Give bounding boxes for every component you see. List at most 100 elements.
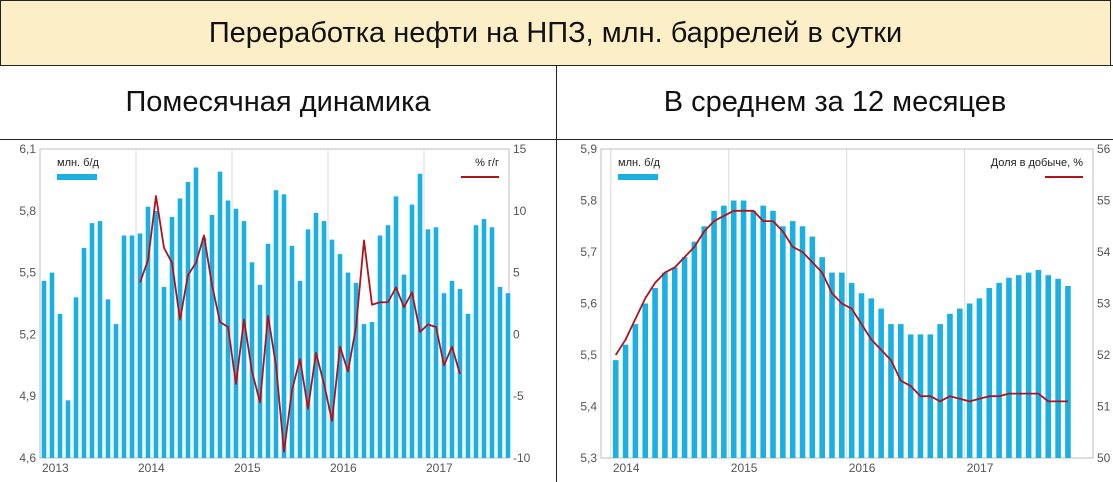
bar [701, 226, 708, 458]
bar [257, 284, 263, 458]
bar [829, 272, 835, 458]
bar [233, 208, 239, 458]
bar [489, 227, 495, 458]
bar [65, 400, 71, 458]
bar [41, 280, 47, 458]
bar [966, 303, 973, 458]
bar [612, 360, 619, 458]
left-tick-label: 5,9 [580, 142, 597, 156]
bar [868, 298, 875, 458]
bar [996, 282, 1002, 458]
left-tick-label: 5,4 [580, 400, 597, 414]
bar [622, 344, 629, 458]
bar [809, 236, 816, 458]
line-series [139, 195, 461, 453]
line-series [614, 209, 1068, 403]
bar [898, 324, 904, 458]
right-tick-label: 55 [1097, 194, 1111, 208]
bar [1055, 278, 1061, 458]
right-tick-label: 54 [1097, 245, 1111, 259]
bar [57, 313, 63, 458]
bar [353, 282, 359, 458]
x-tick-label: 2014 [613, 461, 640, 475]
bar [770, 210, 776, 458]
bar [185, 181, 191, 458]
x-tick-label: 2015 [234, 461, 261, 475]
bar [632, 324, 639, 458]
left-panel-title: Помесячная динамика [125, 86, 431, 118]
bar [481, 219, 487, 458]
right-tick-label: 50 [1097, 451, 1111, 465]
bar [385, 225, 391, 458]
bar [393, 196, 399, 458]
bar [345, 272, 351, 458]
annual-average-chart: 5,3 5,4 5,5 5,6 5,7 5,8 5,9 50 51 52 53 54 55 56 2014 2… [580, 142, 1111, 475]
bar [750, 210, 757, 458]
bar [305, 229, 311, 458]
left-tick-label: 5,5 [580, 348, 597, 362]
legend-line-label: % г/г [475, 157, 499, 169]
bar [711, 210, 717, 458]
right-tick-label: -10 [513, 451, 531, 465]
x-tick-label: 2014 [138, 461, 165, 475]
bar [662, 272, 668, 458]
x-tick-label: 2017 [967, 461, 994, 475]
bar [681, 257, 688, 458]
bar [377, 235, 383, 458]
bar [249, 262, 255, 458]
bar [976, 298, 983, 458]
bar [473, 225, 479, 458]
bar [1035, 270, 1042, 458]
bar [858, 293, 865, 458]
left-tick-label: 5,2 [19, 327, 36, 341]
x-tick-label: 2017 [426, 461, 453, 475]
bar [799, 226, 806, 458]
left-tick-label: 5,6 [580, 297, 597, 311]
bar [89, 223, 95, 458]
bar [129, 235, 135, 458]
right-tick-label: 52 [1097, 348, 1111, 362]
page-title: Переработка нефти на НПЗ, млн. баррелей … [0, 0, 1111, 65]
bar [265, 243, 271, 458]
bar [740, 200, 747, 458]
bar [369, 322, 375, 458]
monthly-chart: 4,6 4,9 5,2 5,5 5,8 6,1 -10 -5 0 5 10 15 2013 2014 201… [19, 142, 531, 475]
panel-titles-row: Помесячная динамика В среднем за 12 меся… [0, 65, 1113, 140]
bar [1025, 272, 1032, 458]
bar [81, 247, 87, 458]
bar [671, 267, 678, 458]
bar [642, 303, 649, 458]
bar [145, 206, 151, 458]
bar [839, 272, 845, 458]
bar [97, 221, 103, 458]
left-tick-label: 5,3 [580, 451, 597, 465]
right-tick-label: 51 [1097, 400, 1111, 414]
bar [201, 237, 207, 458]
bar [957, 308, 963, 458]
bar [401, 274, 407, 458]
left-tick-label: 5,8 [19, 204, 36, 218]
bar [121, 235, 127, 458]
bar [986, 288, 993, 458]
bar [105, 299, 111, 458]
bar [433, 227, 439, 458]
x-tick-label: 2013 [42, 461, 69, 475]
bar [49, 272, 55, 458]
right-tick-label: 5 [513, 266, 520, 280]
bar [1006, 277, 1012, 458]
left-tick-label: 5,7 [580, 245, 597, 259]
bar [819, 257, 825, 458]
bar [73, 297, 79, 458]
bar [169, 216, 175, 458]
bar [730, 200, 737, 458]
x-tick-label: 2015 [731, 461, 758, 475]
bar [281, 194, 287, 458]
legend-bar-swatch [618, 174, 658, 180]
bar [409, 204, 415, 458]
bar [361, 324, 367, 458]
right-tick-label: 53 [1097, 297, 1111, 311]
bar [321, 221, 327, 458]
bar [441, 293, 447, 458]
bar [1065, 285, 1071, 458]
right-tick-label: 0 [513, 327, 520, 341]
